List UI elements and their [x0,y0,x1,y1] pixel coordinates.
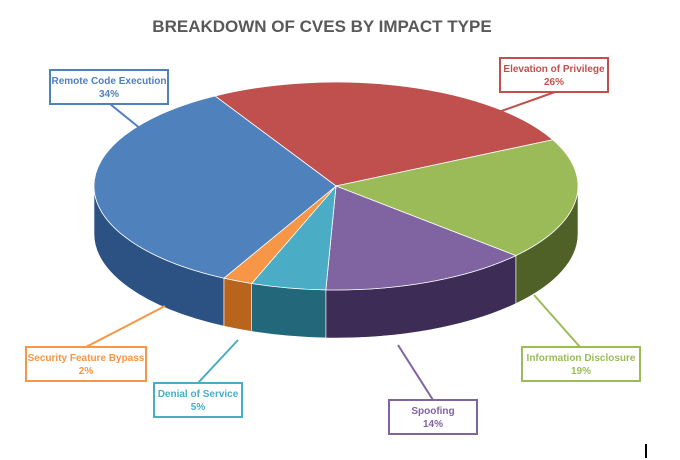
pie-slice-spoofing [325,185,517,291]
pie-slice-information-disclosure [334,139,579,257]
callout-box-information-disclosure [521,346,641,382]
pie-side-security-feature-bypass [223,277,252,332]
chart-title: BREAKDOWN OF CVES BY IMPACT TYPE [152,17,491,36]
callout-box-remote-code-execution [49,69,169,105]
slice-label-security-feature-bypass: Security Feature Bypass [28,353,145,364]
slice-value-denial-of-service: 5% [191,402,206,413]
leader-line-spoofing [397,344,434,401]
text-cursor [645,444,647,458]
callout-box-denial-of-service [153,382,243,418]
slice-value-elevation-of-privilege: 26% [544,77,564,88]
pie-slices [93,81,579,291]
slice-value-information-disclosure: 19% [571,366,591,377]
slice-label-elevation-of-privilege: Elevation of Privilege [503,64,605,75]
slice-value-remote-code-execution: 34% [99,89,119,100]
leader-line-denial-of-service [197,339,239,384]
slice-value-spoofing: 14% [423,419,443,430]
leader-line-information-disclosure [533,294,581,348]
slice-value-security-feature-bypass: 2% [79,366,94,377]
pie-callouts: Elevation of Privilege 26% Information Dis… [25,57,641,435]
leader-line-elevation-of-privilege [475,91,556,121]
leader-line-remote-code-execution [109,103,153,139]
leader-line-security-feature-bypass [85,305,166,348]
callout-box-elevation-of-privilege [499,57,609,93]
callout-box-spoofing [388,399,478,435]
slice-label-remote-code-execution: Remote Code Execution [51,76,166,87]
slice-label-information-disclosure: Information Disclosure [527,353,636,364]
pie-side-denial-of-service [251,283,327,339]
pie-slice-elevation-of-privilege [214,81,554,187]
slice-label-spoofing: Spoofing [411,406,454,417]
slice-label-denial-of-service: Denial of Service [158,389,239,400]
pie-sides [93,185,579,339]
pie-slice-remote-code-execution [93,95,337,279]
callout-box-security-feature-bypass [25,346,147,382]
